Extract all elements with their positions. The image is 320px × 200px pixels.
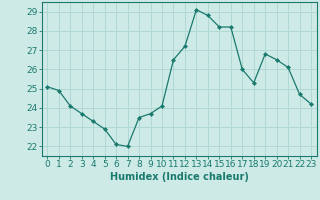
X-axis label: Humidex (Indice chaleur): Humidex (Indice chaleur)	[110, 172, 249, 182]
